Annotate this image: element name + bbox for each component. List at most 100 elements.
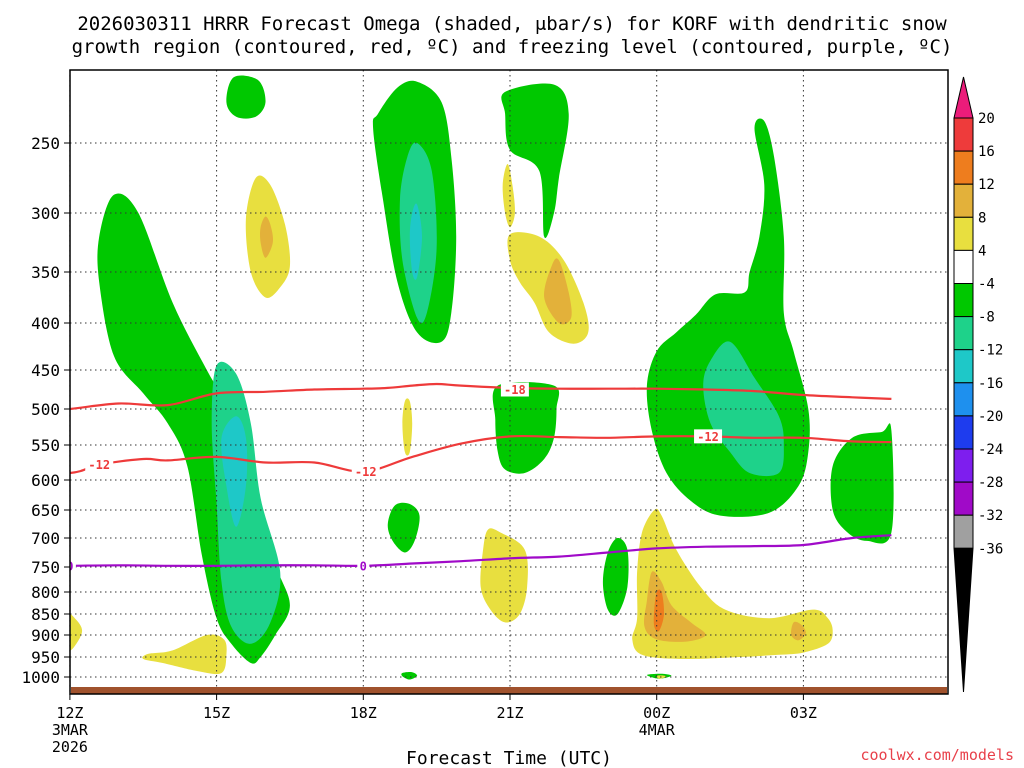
colorbar-label-6: -8 [978,310,995,326]
contour-label-bg-3 [694,429,723,444]
y-tick-label-1000: 1000 [21,668,60,687]
omega-upward-region-12 [703,341,784,477]
omega-upward-region-2 [221,416,248,527]
omega-downward-region-11 [70,613,83,651]
omega-downward-region-12 [142,634,227,675]
x-tick-label-4: 00Z [643,704,670,722]
colorbar-label-0: 20 [978,111,995,127]
y-axis-ticks: 250 300 350 400 450 500 550 600 650 700 750 800 850 9… [21,134,70,687]
y-tick-label-700: 700 [31,529,60,548]
plot-frame [69,69,949,695]
contour-label-bg-1 [85,457,114,472]
omega-upward-region-8 [492,381,560,474]
colorbar-box-7 [953,349,974,384]
omega-downward-region-10 [790,621,806,641]
contour-label-0: -18 [504,383,526,397]
chart-title-line2: growth region (contoured, red, ºC) and f… [72,36,953,58]
x-tick-date-4: 4MAR [639,721,676,739]
x-tick-label-0: 12Z [56,704,83,722]
omega-shading [70,75,894,680]
dgz-line-minus12 [70,434,892,475]
omega-upward-region-7 [501,83,569,239]
y-tick-label-250: 250 [31,134,60,153]
contour-lines: -18 -12 -12 -12 0 0 [66,382,892,573]
y-tick-label-850: 850 [31,605,60,624]
omega-downward-region-1 [260,216,274,258]
contour-label-bg-2 [351,464,380,479]
omega-downward-region-6 [480,528,528,623]
colorbar-label-11: -28 [978,475,1003,491]
colorbar-box-1 [953,150,974,185]
contour-label-5: 0 [360,559,367,573]
colorbar: 20 16 12 8 4 -4 -8 -12 -16 -20 -24 -28 -32 -36 [953,76,1003,693]
plot-grid [69,70,948,694]
colorbar-box-5 [953,283,974,318]
colorbar-label-1: 16 [978,144,995,160]
omega-downward-region-5 [402,398,413,456]
x-tick-label-3: 21Z [496,704,523,722]
y-tick-label-650: 650 [31,501,60,520]
omega-upward-region-6 [409,203,422,280]
colorbar-box-12 [953,514,974,549]
x-axis-label: Forecast Time (UTC) [406,748,612,768]
x-tick-year-0: 2026 [52,738,88,756]
colorbar-box-4 [953,249,974,284]
freezing-level-line [70,534,892,567]
colorbar-label-7: -12 [978,343,1003,359]
x-tick-date-0: 3MAR [52,721,89,739]
colorbar-label-12: -32 [978,508,1003,524]
colorbar-box-8 [953,382,974,417]
contour-label-bg-5 [357,558,370,573]
colorbar-box-10 [953,448,974,483]
dgz-line-minus18 [70,382,892,411]
colorbar-box-3 [953,216,974,251]
y-tick-label-350: 350 [31,263,60,282]
colorbar-label-10: -24 [978,442,1003,458]
omega-upward-region-10 [602,537,629,616]
y-tick-label-500: 500 [31,400,60,419]
x-tick-label-2: 18Z [350,704,377,722]
contour-label-bg-0 [500,382,529,397]
omega-downward-region-2 [502,164,515,228]
y-tick-label-600: 600 [31,471,60,490]
contour-label-4: 0 [66,559,73,573]
colorbar-box-0 [953,117,974,152]
omega-upward-region-13 [830,423,894,544]
colorbar-box-9 [953,415,974,450]
y-tick-label-550: 550 [31,436,60,455]
y-tick-label-900: 900 [31,626,60,645]
y-tick-label-300: 300 [31,204,60,223]
omega-upward-region-14 [401,672,418,680]
colorbar-label-2: 12 [978,177,995,193]
ground-surface [71,687,947,694]
contour-label-1: -12 [88,458,110,472]
y-tick-label-750: 750 [31,558,60,577]
colorbar-box-6 [953,316,974,351]
y-tick-label-950: 950 [31,648,60,667]
x-tick-label-1: 15Z [203,704,230,722]
chart-title-line1: 2026030311 HRRR Forecast Omega (shaded, … [77,13,947,35]
omega-upward-region-9 [387,502,420,553]
colorbar-box-2 [953,183,974,218]
omega-downward-region-4 [544,258,572,325]
ground-strip [71,687,947,694]
omega-upward-region-3 [226,75,266,119]
colorbar-label-8: -16 [978,376,1003,392]
colorbar-label-13: -36 [978,541,1003,557]
credit-text: coolwx.com/models [860,746,1014,764]
colorbar-box-11 [953,481,974,516]
y-tick-label-800: 800 [31,583,60,602]
contour-label-bg-4 [70,558,76,573]
colorbar-label-4: 4 [978,243,986,259]
x-tick-label-5: 03Z [790,704,817,722]
y-tick-label-450: 450 [31,361,60,380]
contour-label-2: -12 [355,465,377,479]
y-tick-label-400: 400 [31,314,60,333]
colorbar-label-9: -20 [978,409,1003,425]
omega-downward-region-13 [656,675,667,679]
colorbar-bottom-arrow [953,547,974,693]
contour-label-3: -12 [697,430,719,444]
colorbar-label-5: -4 [978,277,995,293]
